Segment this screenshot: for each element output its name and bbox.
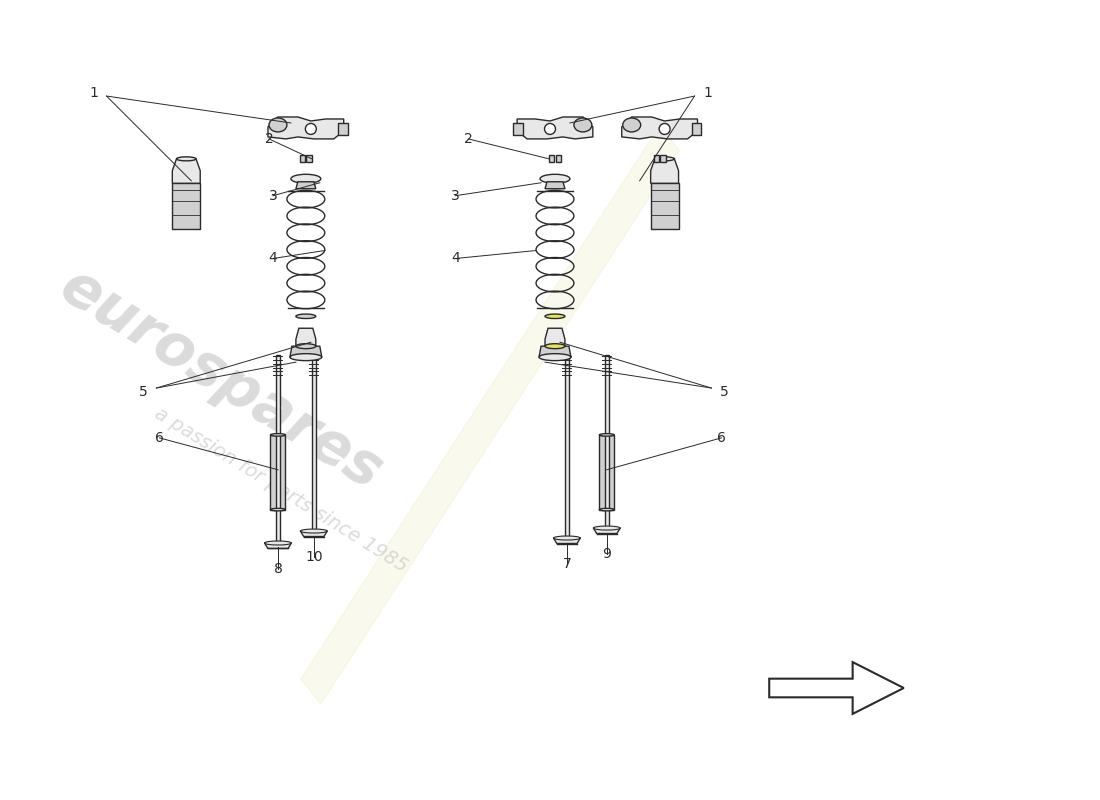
Ellipse shape <box>574 118 592 132</box>
Ellipse shape <box>544 344 565 349</box>
Polygon shape <box>268 117 343 139</box>
Text: 2: 2 <box>265 132 274 146</box>
Circle shape <box>544 123 556 134</box>
Text: 5: 5 <box>139 385 147 399</box>
Text: 1: 1 <box>703 86 712 100</box>
Polygon shape <box>173 159 200 183</box>
Polygon shape <box>539 346 571 357</box>
Polygon shape <box>544 182 565 189</box>
Polygon shape <box>296 182 316 189</box>
Circle shape <box>306 123 317 134</box>
Ellipse shape <box>264 541 292 545</box>
Text: 6: 6 <box>717 431 726 445</box>
Ellipse shape <box>271 434 285 436</box>
Bar <box>338 123 348 135</box>
Bar <box>536 190 574 308</box>
Polygon shape <box>290 346 322 357</box>
Bar <box>287 190 324 308</box>
Text: 10: 10 <box>305 550 322 565</box>
Bar <box>300 155 306 162</box>
Bar <box>660 155 666 162</box>
Ellipse shape <box>600 508 614 511</box>
Polygon shape <box>300 531 328 537</box>
Ellipse shape <box>593 526 620 530</box>
Polygon shape <box>553 538 581 543</box>
Bar <box>653 155 659 162</box>
Bar <box>556 155 561 162</box>
Text: 4: 4 <box>451 251 460 266</box>
Circle shape <box>659 123 670 134</box>
Bar <box>650 183 679 229</box>
Bar <box>173 183 200 229</box>
Ellipse shape <box>290 354 322 361</box>
Polygon shape <box>621 117 697 139</box>
Polygon shape <box>301 126 680 704</box>
Bar <box>549 155 554 162</box>
Ellipse shape <box>296 314 316 318</box>
Bar <box>565 355 569 538</box>
Text: a passion for parts since 1985: a passion for parts since 1985 <box>151 404 410 576</box>
Ellipse shape <box>296 344 316 349</box>
Bar <box>307 155 312 162</box>
Text: eurospares: eurospares <box>50 258 393 502</box>
Text: 7: 7 <box>562 558 571 571</box>
Ellipse shape <box>544 314 565 318</box>
Ellipse shape <box>600 434 614 436</box>
Polygon shape <box>593 528 620 534</box>
Ellipse shape <box>300 529 328 533</box>
Text: 3: 3 <box>268 189 277 202</box>
Polygon shape <box>544 328 565 346</box>
Bar <box>692 123 702 135</box>
Bar <box>600 435 614 510</box>
Text: 1: 1 <box>89 86 98 100</box>
Ellipse shape <box>654 157 674 161</box>
Bar <box>312 355 316 531</box>
Ellipse shape <box>623 118 640 132</box>
Bar <box>513 123 524 135</box>
Text: 8: 8 <box>274 562 283 577</box>
Bar <box>271 435 285 510</box>
Bar <box>605 355 608 528</box>
Polygon shape <box>650 159 679 183</box>
Text: 3: 3 <box>451 189 460 202</box>
Polygon shape <box>769 662 904 714</box>
Ellipse shape <box>540 174 570 183</box>
Polygon shape <box>264 543 292 549</box>
Ellipse shape <box>270 118 287 132</box>
Text: 6: 6 <box>155 431 164 445</box>
Text: 5: 5 <box>720 385 729 399</box>
Text: 2: 2 <box>464 132 473 146</box>
Ellipse shape <box>271 508 285 511</box>
Text: 9: 9 <box>603 547 612 562</box>
Bar <box>276 355 279 543</box>
Ellipse shape <box>176 157 196 161</box>
Ellipse shape <box>553 536 581 540</box>
Ellipse shape <box>290 174 321 183</box>
Polygon shape <box>296 328 316 346</box>
Ellipse shape <box>539 354 571 361</box>
Text: 4: 4 <box>268 251 277 266</box>
Polygon shape <box>517 117 593 139</box>
